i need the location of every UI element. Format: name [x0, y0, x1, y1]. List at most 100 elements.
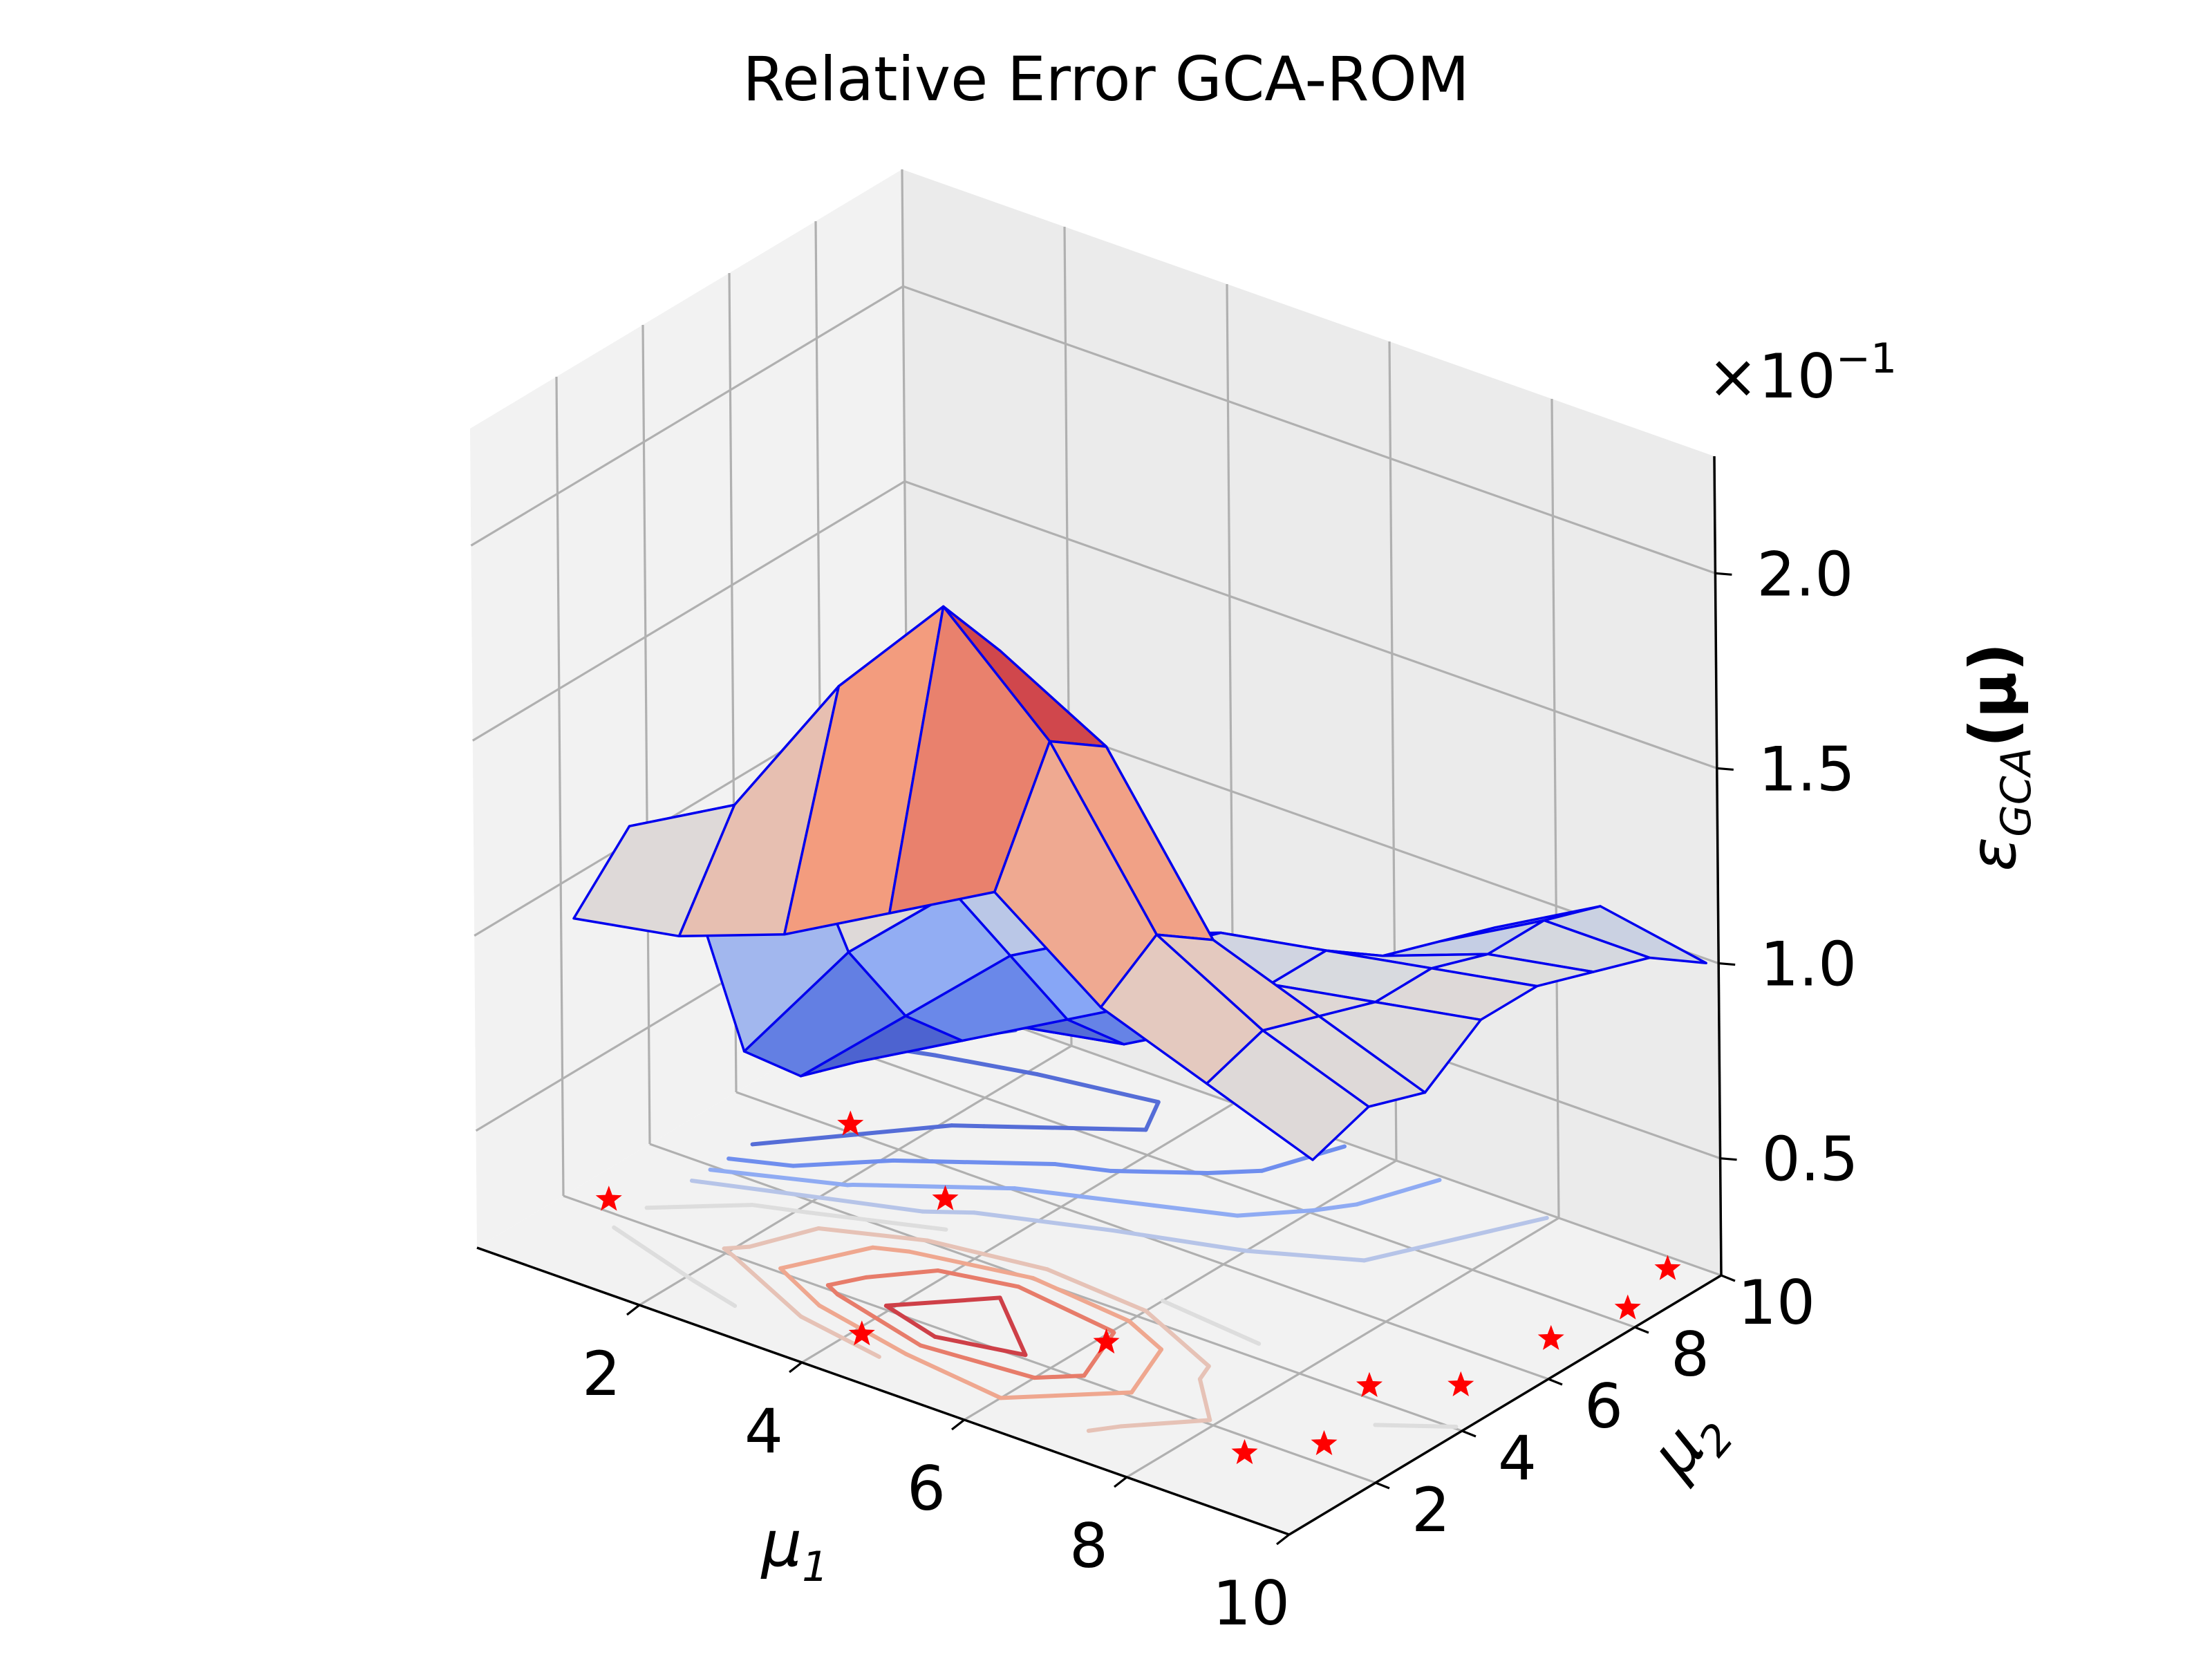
training-point-marker: [837, 1110, 864, 1136]
y-tick-label: 6: [1584, 1371, 1623, 1442]
grid-line-x: [639, 1044, 1072, 1306]
contour-segment: [1197, 1364, 1211, 1382]
z-axis-multiplier-exponent: −1: [1836, 335, 1897, 383]
contour-segment: [1111, 1127, 1148, 1132]
contour-segment: [1031, 1275, 1132, 1324]
contour-segment: [920, 1209, 977, 1215]
contour-segment: [708, 1168, 850, 1188]
contour-segment: [835, 1292, 923, 1348]
contour-segment: [731, 1254, 803, 1319]
contour-segment: [1032, 1374, 1087, 1380]
axis-lines: [476, 456, 1723, 1536]
y-tick-label: 8: [1671, 1319, 1709, 1390]
contour-segment: [1143, 1309, 1211, 1369]
z-axis-label-argument: (μ): [1956, 643, 2030, 748]
y-tick-mark: [1461, 1430, 1477, 1438]
x-axis-line: [476, 1246, 1290, 1536]
contour-segment: [1453, 1215, 1549, 1241]
grid-line-z: [904, 480, 1718, 769]
contour-segment: [972, 1210, 1115, 1232]
contour-segment: [864, 1268, 940, 1280]
y-tick-mark: [1375, 1481, 1390, 1490]
x-tick-label: 8: [1069, 1510, 1108, 1582]
contour-segment: [689, 1179, 832, 1201]
training-point-marker: [1311, 1430, 1338, 1456]
surface-facet: [1205, 1029, 1370, 1161]
training-point-marker: [1093, 1328, 1120, 1354]
contour-segment: [1160, 1298, 1262, 1346]
grid-line-y: [555, 376, 565, 1197]
contour-segment: [750, 1203, 809, 1215]
contour-segment: [1235, 1208, 1315, 1218]
z-axis-label-base: ε: [1956, 837, 2030, 872]
contour-segment: [918, 1343, 1037, 1380]
contour-segment: [1136, 1232, 1248, 1253]
contour-segment: [1086, 1424, 1124, 1433]
contour-segment: [907, 1249, 1035, 1280]
contour-segment: [747, 1226, 821, 1249]
contour-segment: [930, 1159, 1058, 1167]
grid-line-y: [563, 1194, 1376, 1484]
contour-segment: [727, 1156, 796, 1168]
training-point-marker: [932, 1185, 959, 1210]
contour-segment: [1109, 1329, 1116, 1335]
contour-segment: [750, 1132, 859, 1147]
contour-segment: [791, 1158, 896, 1168]
contour-segment: [1373, 1423, 1459, 1429]
training-point-marker: [848, 1320, 875, 1346]
y-tick-label: 4: [1498, 1423, 1537, 1494]
contour-segment: [925, 1238, 1050, 1272]
floor-pane: [477, 988, 1721, 1535]
grid-line-y: [822, 1039, 1635, 1329]
contour-segment: [1206, 1168, 1264, 1176]
x-tick-mark: [626, 1304, 640, 1316]
x-tick-mark: [1114, 1476, 1127, 1488]
contour-segment: [870, 1245, 912, 1254]
contour-segment: [1259, 1144, 1347, 1173]
grid-line-z: [470, 285, 904, 547]
training-point-marker: [1231, 1438, 1258, 1465]
training-point-marker: [1537, 1324, 1564, 1350]
training-point-marker: [1654, 1255, 1681, 1280]
contour-segment: [1129, 1347, 1164, 1395]
contour-segment: [903, 1351, 1003, 1400]
contour-segment: [1127, 1319, 1164, 1352]
z-axis-label: εGCA(μ): [1956, 643, 2041, 872]
contour-segment: [798, 1314, 881, 1359]
contour-segment: [825, 1275, 869, 1288]
contour-segment: [816, 1226, 930, 1243]
contour-segment: [1152, 1203, 1240, 1218]
y-tick-mark: [1548, 1378, 1563, 1386]
y-tick-label: 10: [1738, 1267, 1815, 1338]
y-tick-label: 2: [1412, 1474, 1450, 1546]
z-tick-mark: [1716, 767, 1734, 771]
z-tick-mark: [1720, 1157, 1737, 1161]
contour-segment: [778, 1245, 875, 1271]
contour-segment: [1016, 1284, 1114, 1333]
contour-segment: [949, 1123, 986, 1129]
contour-segment: [1108, 1168, 1210, 1176]
contour-segment: [854, 1123, 954, 1137]
x-axis-label-base: μ: [760, 1507, 803, 1581]
contour-segment: [935, 1268, 1021, 1289]
z-tick-mark: [1718, 962, 1736, 966]
contour-segment: [1311, 1202, 1360, 1212]
contour-segment: [883, 1295, 1002, 1308]
grid-line-x: [801, 1102, 1235, 1364]
z-axis-line: [1713, 456, 1723, 1276]
contour-segment: [722, 1244, 752, 1251]
contour-segment: [1053, 1162, 1113, 1173]
contour-segment: [932, 1053, 1040, 1077]
x-tick-mark: [951, 1418, 965, 1431]
contour-segment: [1110, 1228, 1141, 1237]
contour-segment: [805, 1210, 948, 1232]
contour-segment: [982, 1124, 1116, 1132]
floor-contours: [612, 1028, 1549, 1433]
contour-segment: [1035, 1072, 1161, 1105]
error-surface: [572, 605, 1707, 1161]
contour-segment: [1362, 1245, 1421, 1263]
contour-segment: [1143, 1100, 1161, 1132]
y-axis-label: μ2: [1635, 1391, 1743, 1498]
training-point-marker: [1447, 1371, 1474, 1396]
